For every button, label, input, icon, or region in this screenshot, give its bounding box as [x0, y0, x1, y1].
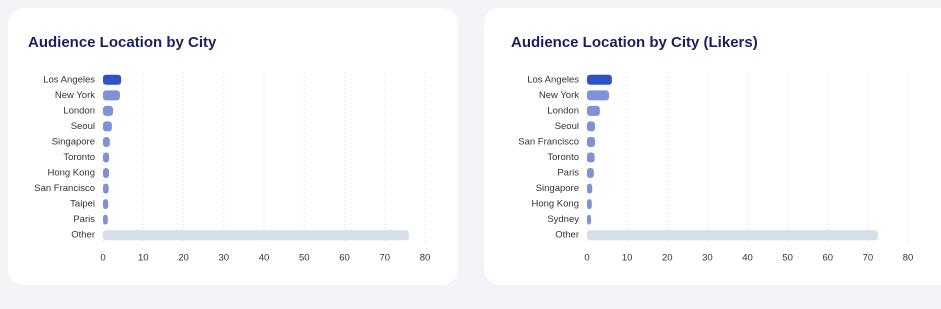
bar — [587, 74, 612, 85]
y-tick-label: New York — [55, 90, 95, 101]
y-tick-label: Paris — [73, 214, 95, 225]
y-tick-label: Los Angeles — [527, 74, 579, 85]
bar — [587, 183, 593, 194]
y-tick-label: Paris — [557, 168, 579, 179]
y-tick-label: Taipei — [70, 199, 95, 210]
bar — [587, 230, 878, 241]
bar — [587, 168, 594, 179]
y-tick-label: Seoul — [555, 121, 579, 132]
y-tick-label: Hong Kong — [47, 168, 95, 179]
bar — [103, 90, 120, 101]
y-tick-label: Seoul — [71, 121, 95, 132]
bar — [103, 230, 409, 241]
x-tick-label: 0 — [584, 253, 589, 264]
bar — [103, 168, 110, 179]
x-tick-label: 40 — [259, 253, 270, 264]
x-tick-label: 80 — [420, 253, 431, 264]
y-tick-label: San Francisco — [34, 183, 95, 194]
bar — [587, 199, 592, 210]
bar — [103, 199, 109, 210]
chart-title: Audience Location by City (Likers) — [511, 34, 758, 51]
bar — [587, 136, 596, 147]
bar — [587, 152, 595, 163]
y-tick-label: Toronto — [547, 152, 579, 163]
y-tick-label: Singapore — [536, 183, 579, 194]
y-tick-label: Hong Kong — [531, 199, 579, 210]
x-tick-label: 20 — [662, 253, 673, 264]
x-tick-label: 10 — [622, 253, 633, 264]
y-tick-label: London — [547, 105, 579, 116]
x-tick-label: 30 — [702, 253, 713, 264]
y-tick-label: Other — [555, 230, 579, 241]
bar — [587, 214, 592, 225]
y-tick-label: San Francisco — [518, 136, 579, 147]
y-tick-label: Toronto — [63, 152, 95, 163]
bar — [103, 136, 110, 147]
y-tick-label: New York — [539, 90, 579, 101]
y-tick-label: London — [63, 105, 95, 116]
x-tick-label: 50 — [782, 253, 793, 264]
x-tick-label: 20 — [178, 253, 189, 264]
x-tick-label: 0 — [100, 253, 105, 264]
bar — [587, 121, 596, 132]
chart-title: Audience Location by City — [28, 34, 217, 51]
bar — [103, 214, 108, 225]
x-tick-label: 60 — [339, 253, 350, 264]
x-tick-label: 80 — [903, 253, 914, 264]
bar — [103, 183, 109, 194]
y-tick-label: Singapore — [52, 136, 95, 147]
y-tick-label: Los Angeles — [43, 74, 95, 85]
x-tick-label: 10 — [138, 253, 149, 264]
bar — [103, 152, 110, 163]
x-tick-label: 30 — [218, 253, 229, 264]
x-tick-label: 40 — [742, 253, 753, 264]
x-tick-label: 60 — [822, 253, 833, 264]
bar — [103, 74, 122, 85]
bar — [587, 105, 600, 116]
bar — [103, 121, 112, 132]
x-tick-label: 50 — [299, 253, 310, 264]
bar — [587, 90, 610, 101]
bar — [103, 105, 114, 116]
x-tick-label: 70 — [379, 253, 390, 264]
y-tick-label: Other — [71, 230, 95, 241]
y-tick-label: Sydney — [547, 214, 579, 225]
x-tick-label: 70 — [863, 253, 874, 264]
